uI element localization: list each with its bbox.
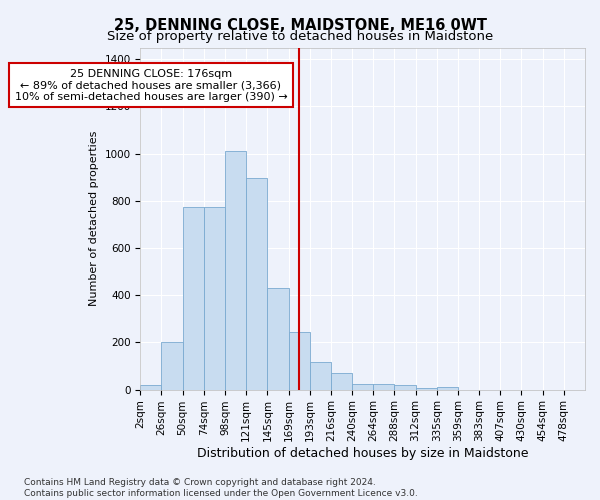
Bar — [246, 178, 268, 390]
Bar — [182, 207, 204, 390]
Bar — [373, 384, 394, 390]
Bar — [161, 342, 182, 390]
Bar — [416, 388, 437, 390]
X-axis label: Distribution of detached houses by size in Maidstone: Distribution of detached houses by size … — [197, 447, 529, 460]
Bar — [437, 387, 458, 390]
Text: Contains HM Land Registry data © Crown copyright and database right 2024.
Contai: Contains HM Land Registry data © Crown c… — [24, 478, 418, 498]
Bar — [268, 288, 289, 390]
Text: 25, DENNING CLOSE, MAIDSTONE, ME16 0WT: 25, DENNING CLOSE, MAIDSTONE, ME16 0WT — [113, 18, 487, 32]
Bar — [331, 373, 352, 390]
Text: Size of property relative to detached houses in Maidstone: Size of property relative to detached ho… — [107, 30, 493, 43]
Y-axis label: Number of detached properties: Number of detached properties — [89, 131, 99, 306]
Bar — [140, 385, 161, 390]
Bar — [225, 152, 246, 390]
Bar — [394, 385, 416, 390]
Bar — [289, 332, 310, 390]
Bar — [204, 207, 225, 390]
Bar — [310, 362, 331, 390]
Text: 25 DENNING CLOSE: 176sqm
← 89% of detached houses are smaller (3,366)
10% of sem: 25 DENNING CLOSE: 176sqm ← 89% of detach… — [14, 68, 287, 102]
Bar — [352, 384, 373, 390]
